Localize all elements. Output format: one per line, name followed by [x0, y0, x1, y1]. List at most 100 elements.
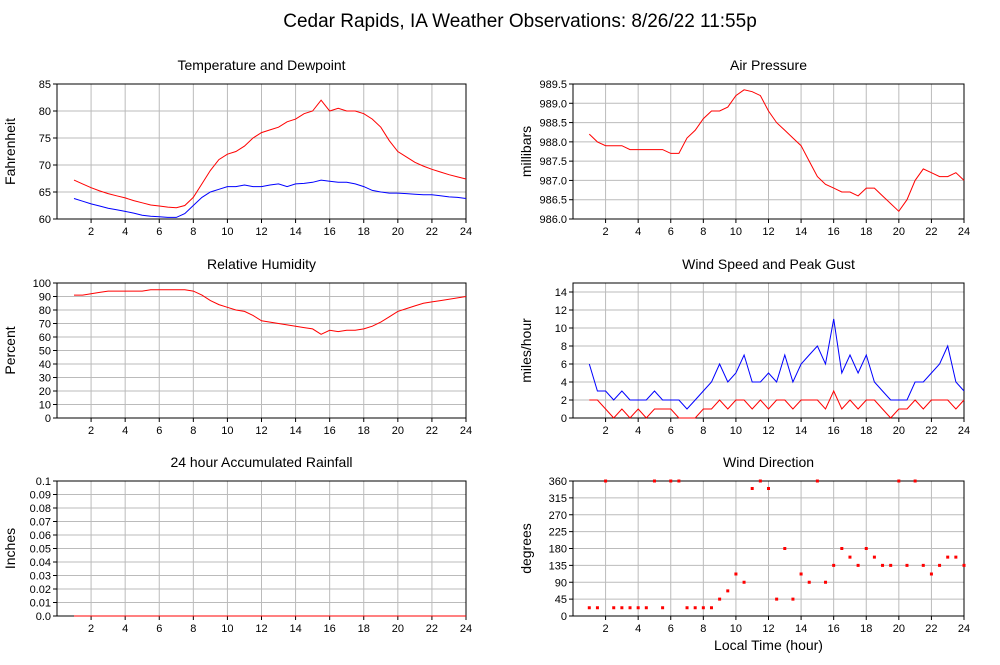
data-point [815, 479, 819, 483]
x-tick-label: 22 [426, 226, 438, 238]
data-point [595, 606, 599, 610]
x-tick-label: 10 [730, 425, 742, 437]
data-point [921, 563, 925, 567]
x-tick-label: 8 [700, 226, 706, 238]
x-tick-label: 20 [392, 226, 404, 238]
x-tick-label: 14 [795, 623, 807, 635]
y-tick-label: 90 [39, 292, 51, 304]
data-point [620, 606, 624, 610]
chart-title: Temperature and Dewpoint [177, 57, 345, 73]
x-tick-label: 2 [603, 425, 609, 437]
x-tick-label: 10 [221, 226, 233, 238]
data-point [807, 580, 811, 584]
x-tick-label: 8 [190, 623, 196, 635]
x-tick-label: 16 [324, 226, 336, 238]
y-tick-label: 986.0 [539, 214, 567, 226]
x-tick-label: 4 [122, 623, 128, 635]
y-tick-label: 135 [549, 560, 567, 572]
data-point [872, 555, 876, 559]
x-tick-label: 12 [762, 623, 774, 635]
x-tick-label: 20 [392, 623, 404, 635]
y-tick-label: 270 [549, 510, 567, 522]
plot-border [56, 282, 467, 419]
data-point [905, 563, 909, 567]
y-tick-label: 20 [39, 386, 51, 398]
x-tick-label: 12 [762, 226, 774, 238]
data-point [832, 563, 836, 567]
x-tick-label: 4 [122, 226, 128, 238]
data-point [929, 572, 933, 576]
plot-border [56, 83, 467, 220]
y-tick-label: 225 [549, 527, 567, 539]
y-axis-label: millibars [518, 126, 534, 177]
data-point [742, 580, 746, 584]
y-tick-label: 4 [561, 377, 567, 389]
data-point [661, 606, 665, 610]
x-tick-label: 6 [156, 425, 162, 437]
x-tick-label: 24 [460, 425, 472, 437]
x-tick-label: 20 [893, 425, 905, 437]
chart-title: 24 hour Accumulated Rainfall [170, 454, 352, 470]
x-tick-label: 20 [893, 623, 905, 635]
x-tick-label: 16 [828, 623, 840, 635]
x-tick-label: 20 [893, 226, 905, 238]
x-tick-label: 6 [156, 226, 162, 238]
data-point [709, 606, 713, 610]
data-point [775, 597, 779, 601]
data-line [73, 179, 467, 218]
x-tick-label: 10 [730, 623, 742, 635]
x-tick-label: 24 [460, 226, 472, 238]
x-tick-label: 2 [88, 226, 94, 238]
y-tick-label: 989.5 [539, 79, 567, 91]
x-tick-label: 2 [603, 623, 609, 635]
x-tick-label: 10 [221, 425, 233, 437]
y-tick-label: 100 [33, 278, 51, 290]
x-tick-label: 18 [860, 425, 872, 437]
x-tick-label: 6 [668, 425, 674, 437]
x-tick-label: 8 [190, 226, 196, 238]
y-tick-label: 80 [39, 106, 51, 118]
y-tick-label: 0.0 [36, 611, 51, 623]
x-tick-label: 22 [925, 425, 937, 437]
data-point [913, 479, 917, 483]
data-point [864, 547, 868, 550]
y-tick-label: 315 [549, 493, 567, 505]
data-point [848, 555, 852, 559]
y-tick-label: 987.5 [539, 156, 567, 168]
data-point [938, 563, 942, 567]
data-point [685, 606, 689, 610]
data-point [856, 563, 860, 567]
data-point [783, 547, 787, 550]
y-tick-label: 70 [39, 160, 51, 172]
y-tick-label: 0.01 [30, 598, 51, 610]
y-tick-label: 0.05 [30, 544, 51, 556]
x-tick-label: 16 [324, 623, 336, 635]
y-tick-label: 60 [39, 332, 51, 344]
y-axis-label: Fahrenheit [2, 118, 18, 185]
chart-title: Wind Speed and Peak Gust [682, 256, 855, 272]
x-tick-label: 22 [925, 226, 937, 238]
y-tick-label: 85 [39, 79, 51, 91]
x-tick-label: 22 [426, 623, 438, 635]
x-tick-label: 8 [700, 425, 706, 437]
data-point [644, 606, 648, 610]
data-point [897, 479, 901, 483]
y-axis-label: Inches [2, 528, 18, 569]
data-line [588, 89, 965, 213]
x-tick-label: 12 [255, 425, 267, 437]
x-tick-label: 2 [88, 425, 94, 437]
y-tick-label: 80 [39, 305, 51, 317]
y-tick-label: 12 [555, 305, 567, 317]
data-line [589, 389, 965, 419]
x-tick-label: 22 [426, 425, 438, 437]
y-tick-label: 0.08 [30, 503, 51, 515]
data-point [604, 479, 608, 483]
y-tick-label: 0.06 [30, 530, 51, 542]
y-tick-label: 14 [555, 287, 567, 299]
data-point [718, 597, 722, 601]
y-tick-label: 988.0 [539, 137, 567, 149]
x-tick-label: 4 [635, 226, 641, 238]
plot-border [572, 480, 965, 617]
data-point [946, 555, 950, 559]
